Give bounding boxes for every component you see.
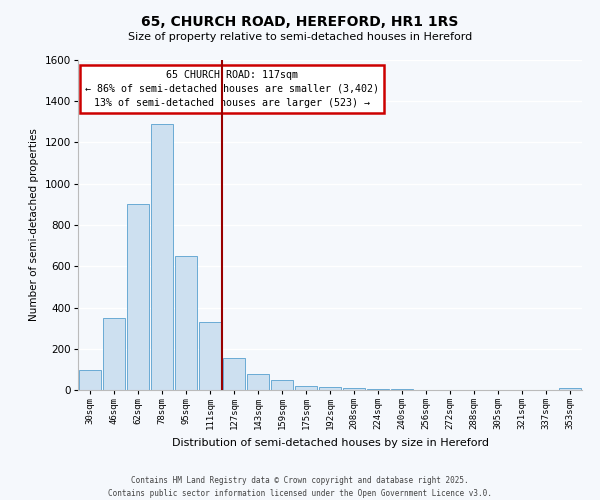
Bar	[367, 389, 389, 390]
Bar	[151, 124, 173, 390]
Text: Contains HM Land Registry data © Crown copyright and database right 2025.
Contai: Contains HM Land Registry data © Crown c…	[108, 476, 492, 498]
Bar	[199, 322, 221, 390]
Bar	[559, 388, 581, 390]
Y-axis label: Number of semi-detached properties: Number of semi-detached properties	[29, 128, 39, 322]
Bar	[391, 389, 413, 390]
Bar	[127, 204, 149, 390]
Bar	[319, 387, 341, 390]
Bar	[223, 358, 245, 390]
Bar	[247, 374, 269, 390]
X-axis label: Distribution of semi-detached houses by size in Hereford: Distribution of semi-detached houses by …	[172, 438, 488, 448]
Bar	[271, 380, 293, 390]
Bar	[175, 256, 197, 390]
Text: 65 CHURCH ROAD: 117sqm
← 86% of semi-detached houses are smaller (3,402)
13% of : 65 CHURCH ROAD: 117sqm ← 86% of semi-det…	[85, 70, 379, 108]
Text: 65, CHURCH ROAD, HEREFORD, HR1 1RS: 65, CHURCH ROAD, HEREFORD, HR1 1RS	[142, 15, 458, 29]
Bar	[79, 370, 101, 390]
Bar	[103, 318, 125, 390]
Text: Size of property relative to semi-detached houses in Hereford: Size of property relative to semi-detach…	[128, 32, 472, 42]
Bar	[343, 388, 365, 390]
Bar	[295, 386, 317, 390]
